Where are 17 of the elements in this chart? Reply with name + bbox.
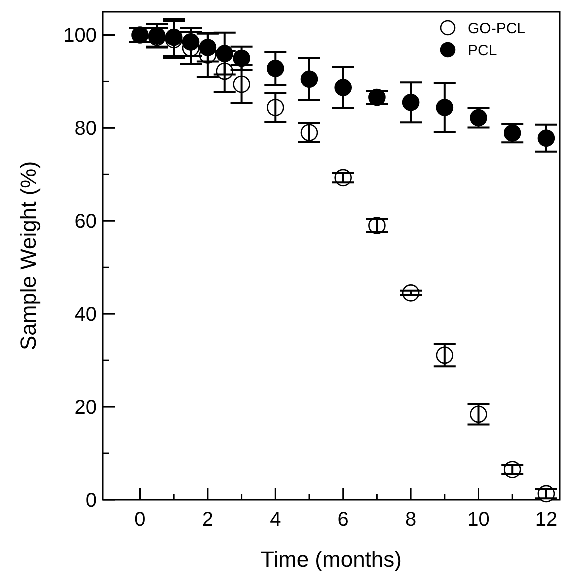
y-tick-label: 100	[64, 25, 97, 48]
y-tick-label: 60	[74, 211, 97, 234]
legend-label: GO-PCL	[468, 20, 526, 38]
x-tick-label: 2	[202, 509, 214, 531]
x-tick-label: 8	[405, 509, 417, 531]
y-tick-label: 80	[74, 118, 97, 140]
x-axis-title: Time (months)	[261, 547, 402, 572]
x-tick-label: 4	[270, 509, 282, 531]
legend-label: PCL	[468, 42, 498, 60]
x-tick-label: 0	[134, 509, 146, 531]
x-tick-label: 6	[338, 509, 349, 531]
x-tick-label: 12	[535, 509, 558, 531]
y-tick-label: 0	[86, 490, 97, 512]
x-tick-label: 10	[468, 509, 490, 531]
y-tick-label: 20	[74, 397, 97, 420]
y-axis-title: Sample Weight (%)	[16, 161, 41, 351]
y-tick-label: 40	[74, 304, 97, 326]
